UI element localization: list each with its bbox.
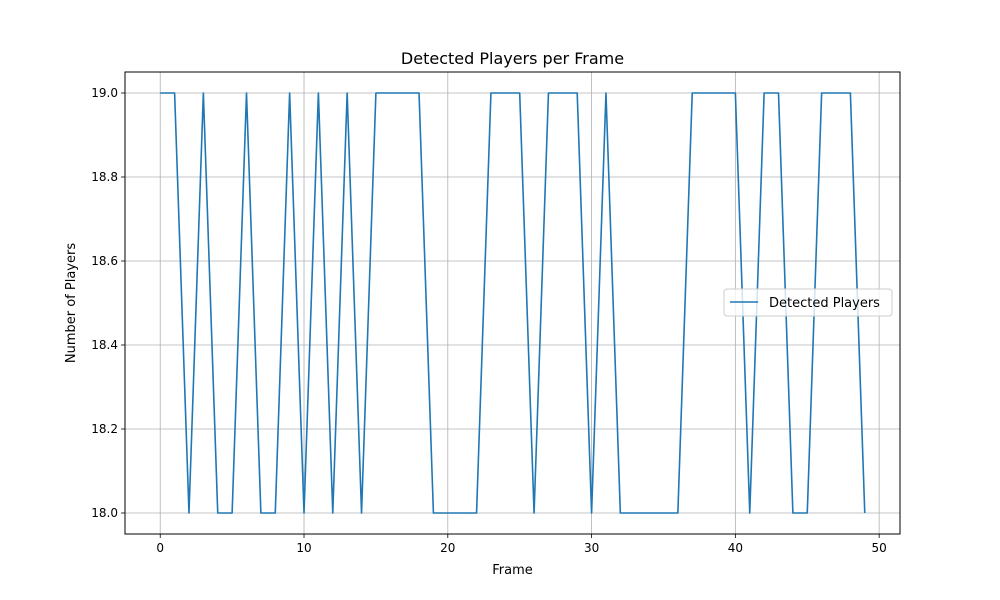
y-axis-label: Number of Players [64, 243, 79, 363]
series-layer [160, 92, 866, 514]
x-axis-label: Frame [492, 563, 533, 578]
legend-box [723, 288, 893, 317]
y-tick-label: 18.0 [91, 506, 118, 520]
x-tick-label: 0 [156, 541, 164, 555]
series-line [160, 92, 866, 514]
legend: Detected Players [723, 288, 893, 317]
y-tick-label: 18.6 [91, 254, 118, 268]
x-tick-label: 40 [728, 541, 743, 555]
x-tick-label: 20 [440, 541, 455, 555]
x-tick-label: 30 [584, 541, 599, 555]
grid [125, 72, 900, 534]
legend-label: Detected Players [769, 296, 880, 311]
x-tick-label: 50 [872, 541, 887, 555]
chart-title: Detected Players per Frame [401, 49, 624, 68]
x-tick-label: 10 [296, 541, 311, 555]
plot-frame [124, 71, 901, 535]
ticks: 0 10 20 30 40 50 18.0 18.2 18.4 18.6 18.8 19.0 [91, 86, 887, 555]
y-tick-label: 18.4 [91, 338, 118, 352]
y-tick-label: 18.2 [91, 422, 118, 436]
y-tick-label: 18.8 [91, 170, 118, 184]
y-tick-label: 19.0 [91, 86, 118, 100]
